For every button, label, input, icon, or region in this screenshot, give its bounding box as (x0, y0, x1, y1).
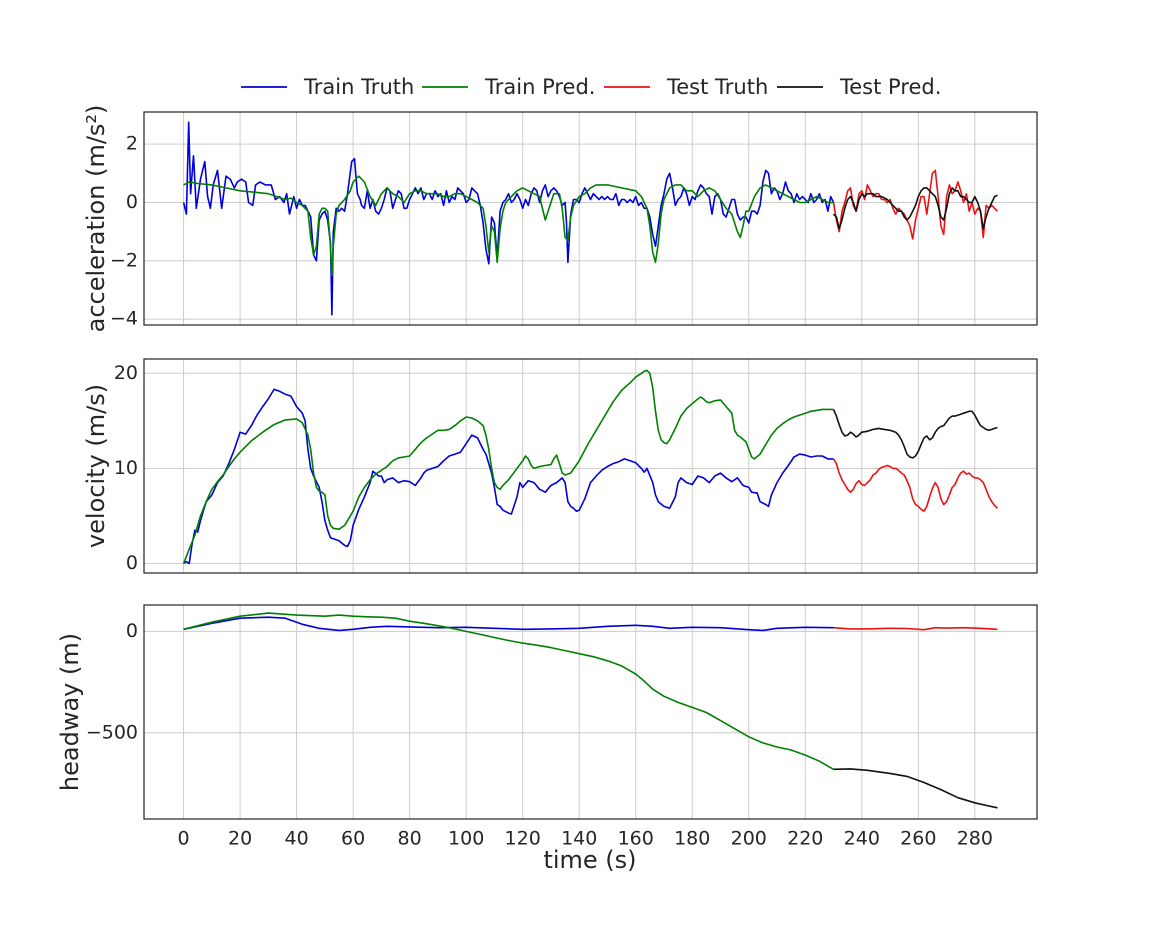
x-tick-label: 40 (285, 828, 309, 850)
acceleration-y-tick-label: −2 (110, 249, 138, 271)
velocity-y-tick-label: 20 (114, 362, 138, 384)
acceleration-train-pred-line (183, 175, 834, 277)
velocity-y-tick-label: 10 (114, 457, 138, 479)
velocity-axes-frame (143, 358, 1038, 574)
legend-label-test-pred: Test Pred. (839, 75, 941, 99)
x-tick-label: 120 (505, 828, 541, 850)
x-tick-label: 180 (674, 828, 710, 850)
x-tick-label: 140 (561, 828, 597, 850)
velocity-train-pred-line (182, 369, 834, 564)
legend-label-train-pred: Train Pred. (484, 75, 595, 99)
x-tick-label: 60 (341, 828, 365, 850)
velocity-y-tick-label: 0 (126, 552, 138, 574)
headway-y-tick-label: 0 (126, 620, 138, 642)
velocity-test-pred-line (832, 409, 998, 459)
headway-axes-frame (143, 604, 1038, 820)
velocity-test-truth-line (832, 458, 998, 512)
headway-test-truth-line (833, 626, 998, 631)
x-tick-label: 0 (178, 828, 190, 850)
velocity-train-truth-line (183, 388, 834, 565)
headway-train-truth-line (183, 616, 834, 632)
x-tick-label: 20 (228, 828, 252, 850)
headway-y-tick-label: −500 (86, 721, 138, 743)
x-tick-label: 160 (618, 828, 654, 850)
velocity-y-axis-label: velocity (m/s) (82, 384, 110, 548)
x-tick-label: 80 (398, 828, 422, 850)
acceleration-axes-frame (143, 111, 1038, 326)
headway-y-axis-label: headway (m) (56, 633, 84, 791)
x-tick-label: 100 (448, 828, 484, 850)
x-tick-label: 240 (844, 828, 880, 850)
acceleration-y-axis-label: acceleration (m/s²) (82, 105, 110, 333)
acceleration-test-truth-line (832, 169, 998, 240)
acceleration-y-tick-label: 0 (126, 191, 138, 213)
velocity-panel: 20 10 0 velocity (m/s) (82, 358, 1038, 574)
x-tick-label: 220 (787, 828, 823, 850)
headway-test-pred-line (833, 768, 998, 809)
legend-label-test-truth: Test Truth (666, 75, 768, 99)
acceleration-train-truth-line (182, 121, 835, 316)
x-tick-label: 260 (900, 828, 936, 850)
headway-train-pred-line (183, 612, 834, 770)
x-axis-label: time (s) (543, 846, 636, 874)
x-tick-label: 280 (957, 828, 993, 850)
legend-label-train-truth: Train Truth (303, 75, 414, 99)
acceleration-y-tick-label: −4 (110, 308, 138, 330)
chart-legend: Train Truth Train Pred. Test Truth Test Pre… (241, 75, 941, 99)
acceleration-test-pred-line (832, 187, 998, 230)
acceleration-y-tick-label: 2 (126, 133, 138, 155)
x-tick-label: 200 (731, 828, 767, 850)
